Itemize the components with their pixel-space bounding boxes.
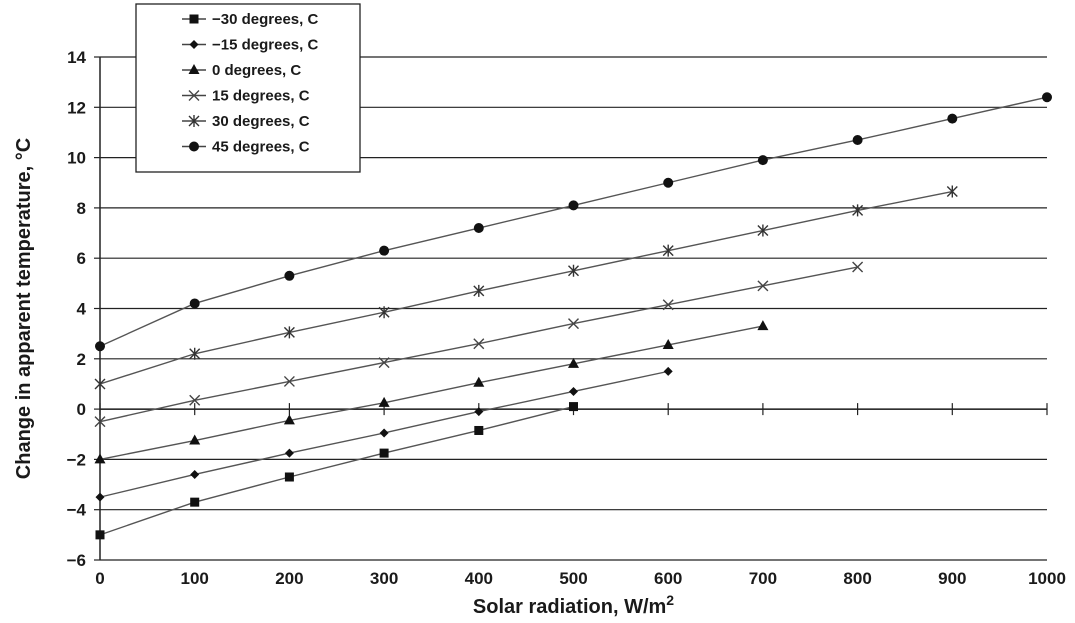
y-tick-label: −2: [67, 450, 86, 469]
data-point: [190, 298, 200, 308]
y-tick-label: −4: [67, 501, 87, 520]
legend-label: 15 degrees, C: [212, 88, 310, 105]
x-tick-label: 400: [465, 569, 493, 588]
data-point: [285, 449, 294, 458]
x-tick-label: 800: [843, 569, 871, 588]
data-point: [947, 114, 957, 124]
data-point: [663, 178, 673, 188]
x-tick-label: 1000: [1028, 569, 1066, 588]
data-point: [569, 387, 578, 396]
y-tick-label: 12: [67, 98, 86, 117]
y-tick-label: 2: [77, 350, 86, 369]
data-point: [284, 326, 294, 338]
x-axis-title: Solar radiation, W/m2: [473, 592, 674, 618]
legend-label: −15 degrees, C: [212, 37, 318, 54]
x-tick-label: 600: [654, 569, 682, 588]
data-point: [96, 493, 105, 502]
data-point: [190, 470, 199, 479]
data-point: [758, 225, 768, 237]
data-point: [474, 426, 483, 435]
y-tick-label: −6: [67, 551, 86, 570]
series-line: [100, 326, 763, 459]
y-tick-label: 8: [77, 199, 86, 218]
data-point: [95, 341, 105, 351]
data-point: [853, 135, 863, 145]
data-point: [663, 245, 673, 257]
x-tick-label: 0: [95, 569, 104, 588]
y-axis-ticks: −6 −4 −2 0 2 4 6 8 10 12 14: [67, 48, 100, 570]
x-tick-label: 900: [938, 569, 966, 588]
data-point: [569, 265, 579, 277]
series-line: [100, 407, 574, 535]
series-group-0: [96, 402, 579, 539]
data-point: [757, 320, 768, 330]
legend-marker: [189, 142, 199, 152]
data-point: [474, 223, 484, 233]
data-point: [379, 306, 389, 318]
y-tick-label: 4: [77, 300, 87, 319]
y-axis-title: Change in apparent temperature, °C: [13, 138, 35, 479]
series-line: [100, 192, 952, 384]
data-point: [95, 378, 105, 390]
x-tick-label: 300: [370, 569, 398, 588]
data-point: [380, 449, 389, 458]
data-point: [758, 155, 768, 165]
data-point: [379, 246, 389, 256]
y-tick-label: 14: [67, 48, 86, 67]
data-point: [664, 367, 673, 376]
data-point: [569, 402, 578, 411]
x-tick-label: 200: [275, 569, 303, 588]
y-tick-label: 6: [77, 249, 86, 268]
data-point: [1042, 92, 1052, 102]
x-tick-label: 100: [181, 569, 209, 588]
legend-label: 30 degrees, C: [212, 113, 310, 130]
data-point: [569, 200, 579, 210]
legend-label: 45 degrees, C: [212, 139, 310, 156]
data-point: [474, 285, 484, 297]
y-tick-label: 10: [67, 149, 86, 168]
data-point: [285, 473, 294, 482]
data-point: [190, 348, 200, 360]
data-point: [96, 530, 105, 539]
y-tick-label: 0: [77, 400, 86, 419]
data-point: [190, 498, 199, 507]
legend-marker: [190, 15, 199, 24]
legend: −30 degrees, C −15 degrees, C 0 degrees, C…: [136, 4, 360, 172]
series-group-1: [96, 367, 673, 502]
data-point: [380, 428, 389, 437]
legend-label: 0 degrees, C: [212, 62, 301, 79]
data-point: [284, 271, 294, 281]
legend-label: −30 degrees, C: [212, 11, 318, 28]
x-tick-label: 700: [749, 569, 777, 588]
x-tick-label: 500: [559, 569, 587, 588]
